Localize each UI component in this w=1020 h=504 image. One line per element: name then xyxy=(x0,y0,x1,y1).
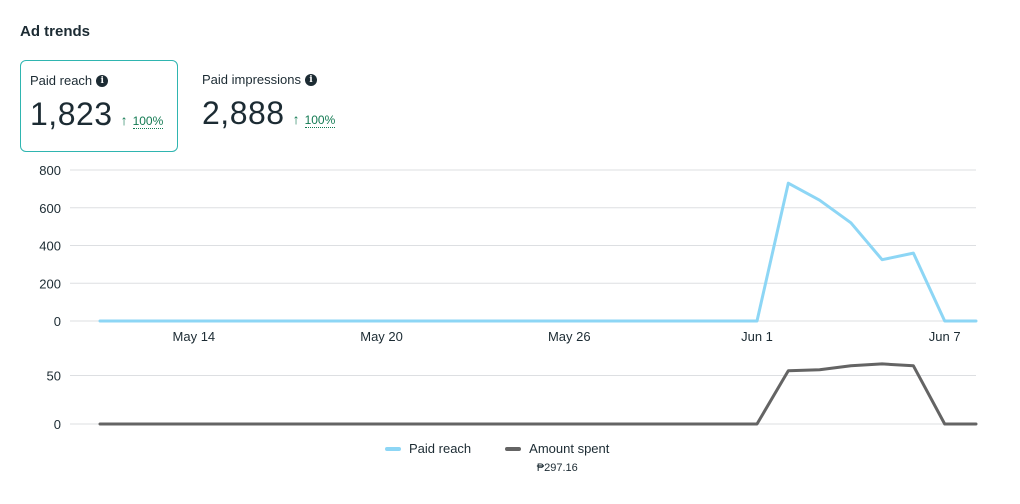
legend-label: Paid reach xyxy=(409,441,472,456)
y-tick-label: 800 xyxy=(39,163,61,178)
legend-total-spent: ₱297.16 xyxy=(536,462,578,474)
metric-label: Paid reach xyxy=(30,73,93,88)
legend-swatch-paid-reach xyxy=(385,446,401,451)
arrow-up-icon: ↑ xyxy=(120,112,128,128)
x-tick-label: May 26 xyxy=(548,329,591,344)
metric-value: 1,823 xyxy=(30,96,113,132)
x-tick-label: May 20 xyxy=(360,329,403,344)
metric-label-row: Paid impressions i xyxy=(202,72,374,87)
metric-card-paid-impressions[interactable]: Paid impressions i 2,888 ↑ 100% xyxy=(193,60,383,152)
metric-label-row: Paid reach i xyxy=(30,73,168,88)
x-tick-label: May 14 xyxy=(173,329,216,344)
info-icon[interactable]: i xyxy=(305,73,317,86)
info-icon[interactable]: i xyxy=(96,74,109,87)
series-line-paid-reach[interactable] xyxy=(98,181,978,323)
metric-change[interactable]: 100% xyxy=(304,113,336,128)
y-tick-label: 200 xyxy=(39,276,61,291)
x-tick-label: Jun 1 xyxy=(741,329,773,344)
legend-item-paid-reach[interactable]: Paid reach xyxy=(385,441,471,474)
x-tick-label: Jun 7 xyxy=(929,329,961,344)
metric-label: Paid impressions xyxy=(202,72,301,87)
y-tick-label: 50 xyxy=(47,369,61,384)
metric-value: 2,888 xyxy=(202,95,285,131)
y-tick-label: 400 xyxy=(39,239,61,254)
section-title: Ad trends xyxy=(20,23,91,40)
metric-change[interactable]: 100% xyxy=(132,114,164,129)
arrow-up-icon: ↑ xyxy=(292,111,300,127)
metric-card-paid-reach[interactable]: Paid reach i 1,823 ↑ 100% xyxy=(20,60,178,152)
legend-swatch-amount-spent xyxy=(505,446,522,451)
legend-label: Amount spent xyxy=(529,441,610,456)
y-tick-label: 0 xyxy=(54,314,61,329)
y-tick-label: 600 xyxy=(39,201,61,216)
y-tick-label: 0 xyxy=(54,417,61,432)
series-line-amount-spent[interactable] xyxy=(98,362,978,426)
chart-legend: Paid reach Amount spent ₱297.16 xyxy=(385,441,609,474)
legend-item-amount-spent[interactable]: Amount spent ₱297.16 xyxy=(505,441,609,474)
